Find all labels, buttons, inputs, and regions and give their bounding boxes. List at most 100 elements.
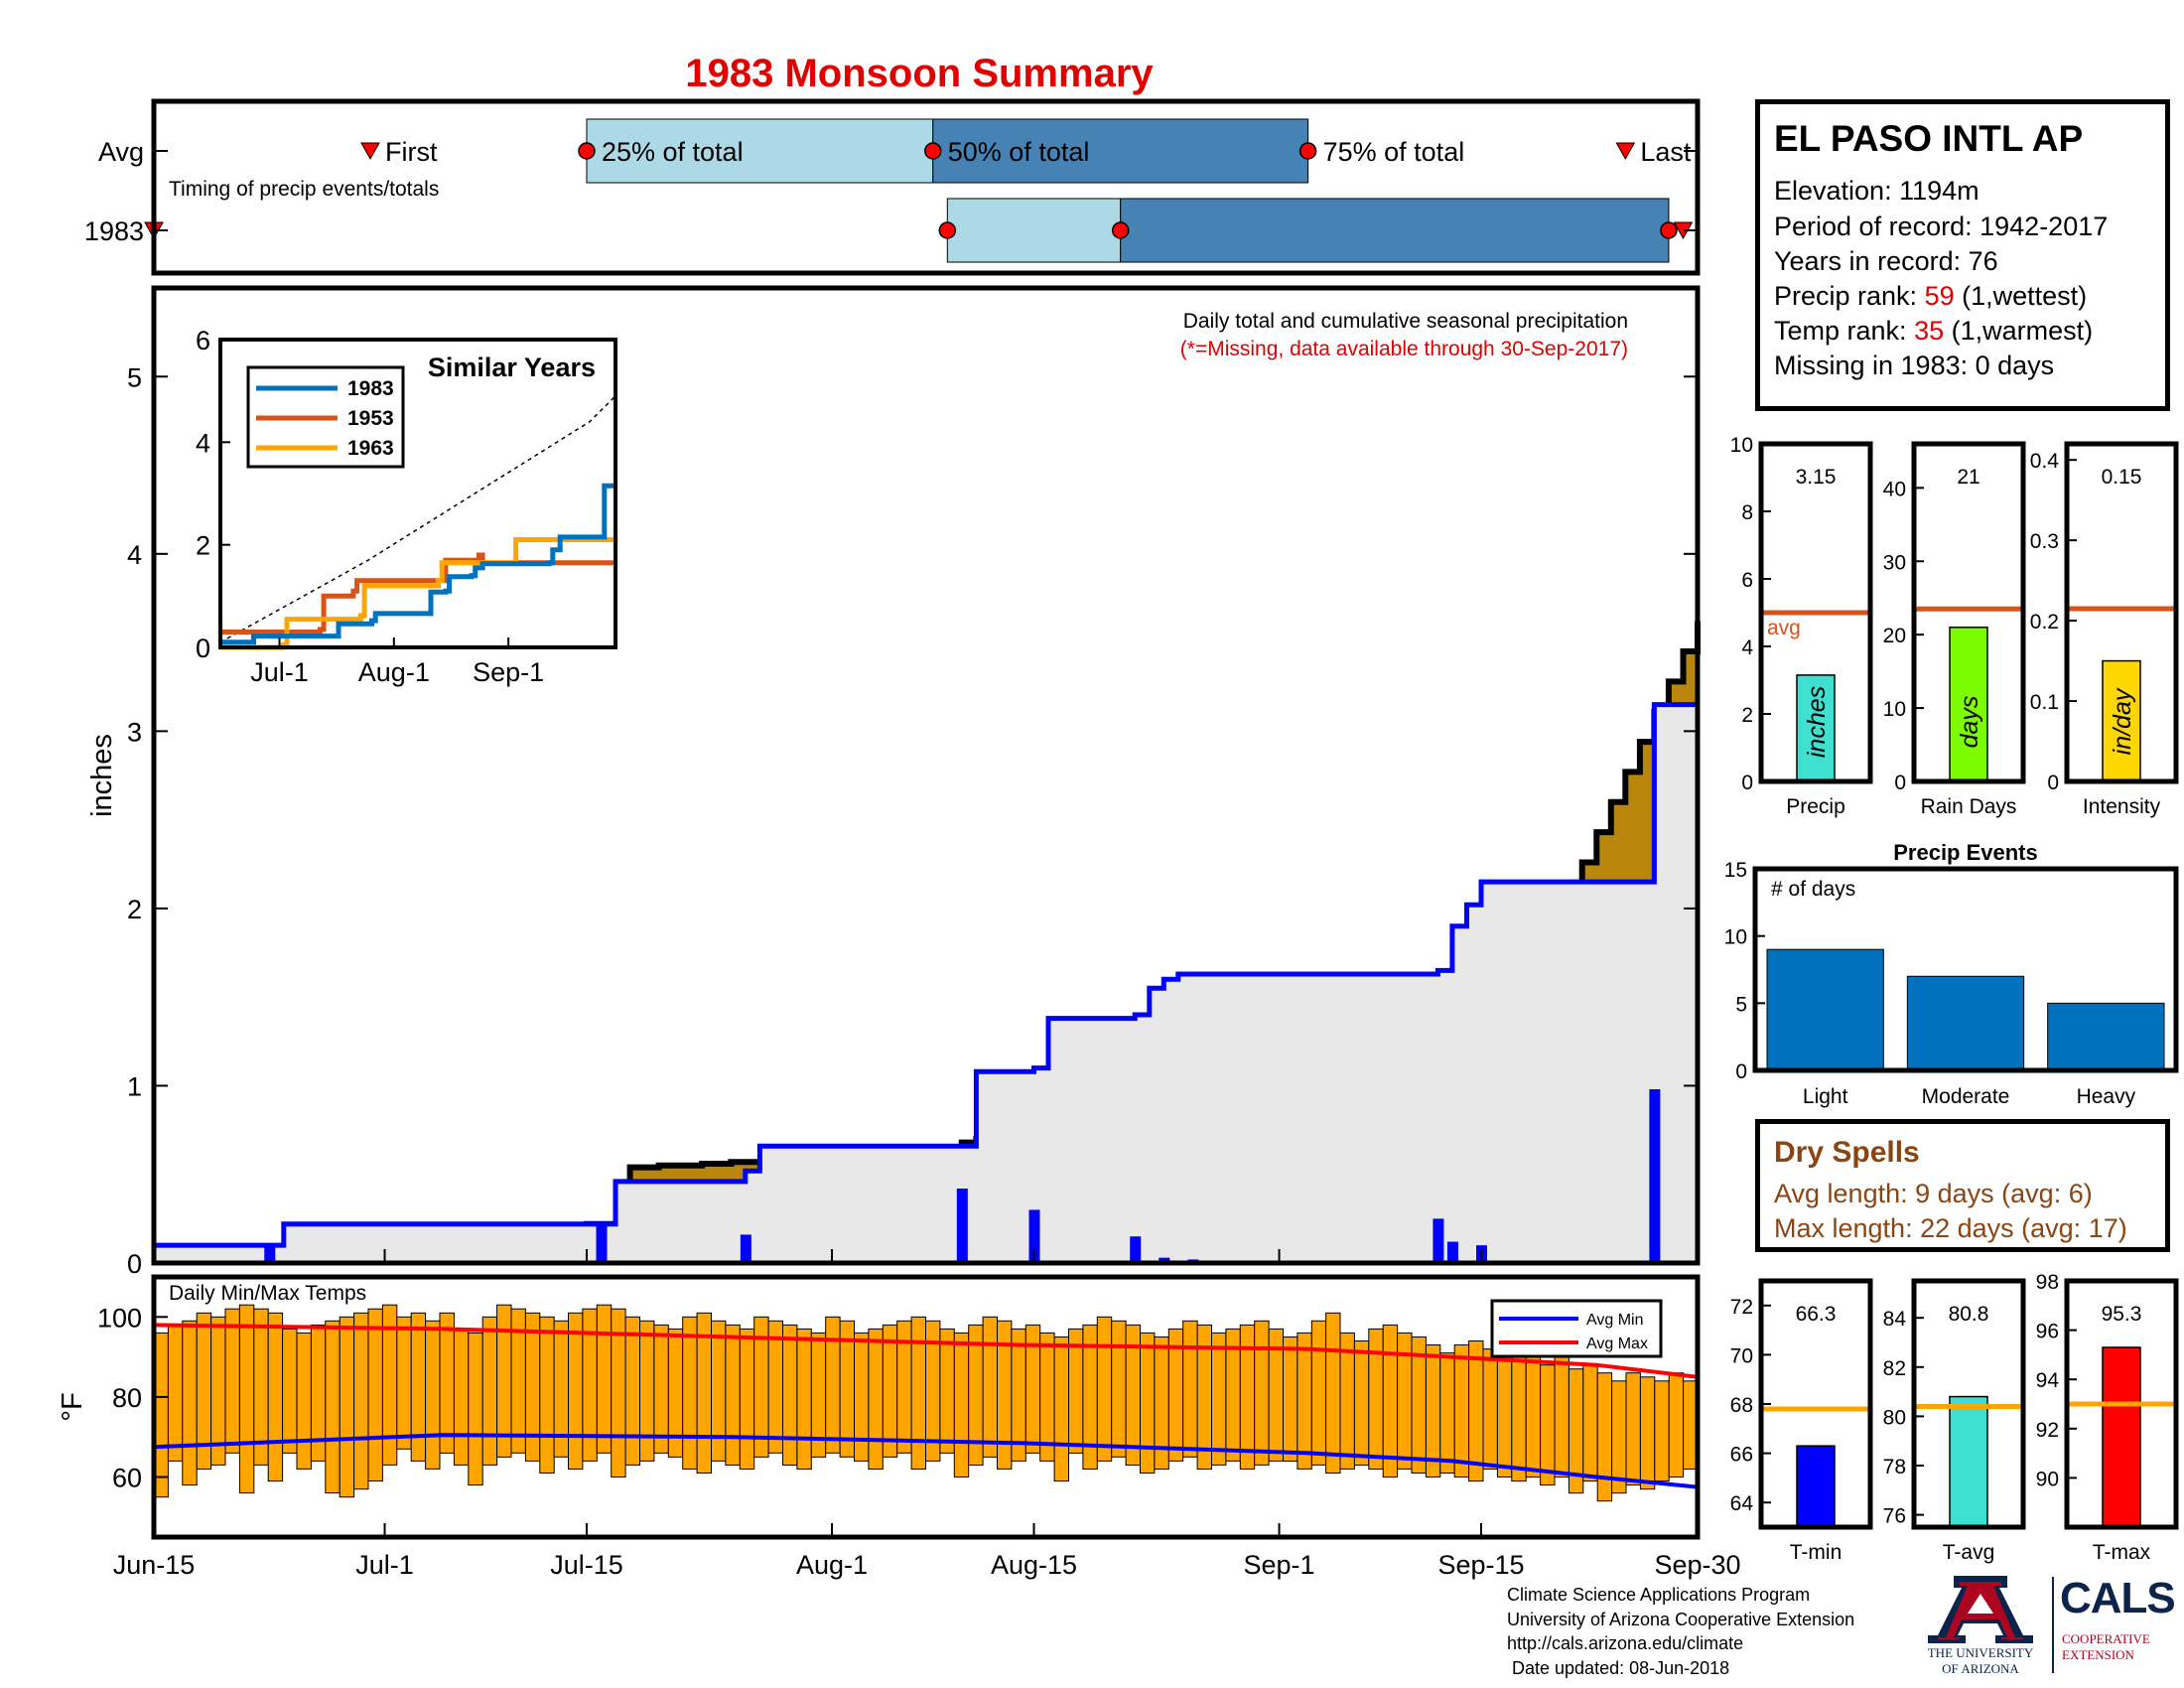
daily-temp-bar: [353, 1312, 369, 1490]
stat-category-label: T-min: [1790, 1541, 1843, 1564]
inset-y-tick-label: 0: [196, 633, 210, 663]
daily-temp-bar: [1425, 1344, 1441, 1477]
daily-precip-bar: [740, 1234, 751, 1263]
stat-avg-label: avg: [1767, 617, 1801, 639]
precip-event-category: Light: [1803, 1085, 1848, 1108]
stat-category-label: T-avg: [1943, 1541, 1995, 1564]
stat-unit-label: in/day: [2109, 687, 2136, 755]
timing-marker-p50: [1111, 221, 1130, 239]
daily-temp-bar: [725, 1324, 741, 1467]
cals-line-2: EXTENSION: [2062, 1647, 2134, 1662]
stat-value-label: 3.15: [1796, 466, 1837, 489]
avg-min-line: [153, 1433, 1699, 1489]
timing-label-first: First: [385, 137, 438, 167]
daily-temp-bar: [1211, 1332, 1227, 1466]
precip-event-bar: [1906, 975, 2025, 1071]
inset-y-tick-label: 6: [196, 326, 210, 355]
footer-line-2: University of Arizona Cooperative Extens…: [1507, 1609, 1855, 1629]
stat-value-label: 0.15: [2102, 466, 2142, 489]
daily-temp-bar: [910, 1316, 926, 1471]
timing-label-50: 50% of total: [948, 137, 1090, 167]
stat-frame: [1911, 441, 2026, 784]
period-row: Period of record: 1942-2017: [1774, 211, 2108, 242]
stat-bar: [1796, 674, 1836, 782]
stat-value-label: 80.8: [1949, 1303, 1989, 1326]
daily-temp-bar: [1468, 1340, 1484, 1482]
timing-label-75: 75% of total: [1323, 137, 1465, 167]
elevation-value: 1194m: [1899, 176, 1979, 206]
daily-temp-bar: [767, 1320, 783, 1454]
daily-temp-bar: [1540, 1364, 1556, 1486]
daily-temp-bar: [396, 1316, 412, 1450]
daily-temp-bar: [1254, 1320, 1270, 1466]
timing-box-25-50: [586, 118, 934, 184]
dry-spells-box: Dry Spells Avg length: 9 days (avg: 6) M…: [1755, 1119, 2170, 1252]
temp-rank-row: Temp rank: 35 (1,warmest): [1774, 316, 2093, 347]
temp-y-tick-label: 100: [97, 1303, 142, 1333]
x-tick-label: Sep-1: [1244, 1550, 1315, 1580]
timing-caption: Timing of precip events/totals: [169, 178, 439, 201]
stat-y-tick-label: 80: [1883, 1406, 1906, 1429]
x-tick-label: Aug-1: [796, 1550, 868, 1580]
inset-legend-label: 1983: [347, 377, 394, 400]
daily-precip-bar: [596, 1221, 608, 1263]
daily-temp-bar: [339, 1316, 355, 1498]
daily-temp-bar: [238, 1304, 255, 1494]
ua-block-a-icon: [1928, 1576, 2033, 1643]
timing-row-label: Avg: [98, 137, 144, 167]
stat-category-label: Intensity: [2083, 795, 2161, 818]
stat-frame: [2064, 441, 2179, 784]
missing-label: Missing in 1983:: [1774, 351, 1969, 380]
stat-y-tick-label: 78: [1883, 1456, 1906, 1478]
stat-y-tick-label: 94: [2036, 1369, 2060, 1392]
precip-event-bar: [1766, 948, 1884, 1071]
daily-temp-bar: [1596, 1372, 1613, 1502]
temp-rank-label: Temp rank:: [1774, 316, 1907, 346]
figure-title: 1983 Monsoon Summary: [685, 52, 1154, 95]
daily-temp-bar: [425, 1320, 441, 1470]
precip-events-y-tick-label: 0: [1735, 1060, 1747, 1083]
x-tick-label: Jul-1: [355, 1550, 414, 1580]
stat-y-tick-label: 6: [1741, 569, 1753, 592]
stat-y-tick-label: 64: [1730, 1492, 1754, 1515]
inset-x-tick-label: Aug-1: [358, 657, 430, 687]
daily-temp-bar: [1053, 1336, 1069, 1482]
stat-y-tick-label: 76: [1883, 1505, 1906, 1528]
timing-label-last: Last: [1640, 137, 1692, 167]
daily-temp-bar: [639, 1320, 655, 1462]
year-cumulative-fill: [154, 704, 1698, 1263]
university-of-arizona-logo: THE UNIVERSITY OF ARIZONA: [1916, 1574, 2045, 1678]
daily-temp-bar: [282, 1328, 298, 1454]
dry-avg-label: Avg length:: [1774, 1179, 1908, 1208]
timing-box-25-50: [946, 198, 1122, 263]
daily-temp-bar: [882, 1324, 898, 1458]
main-caption-2: (*=Missing, data available through 30-Se…: [1180, 338, 1628, 360]
daily-temp-bar: [1453, 1344, 1470, 1477]
daily-precip-bar: [264, 1245, 276, 1263]
inset-frame: [218, 338, 617, 649]
x-tick-label: Aug-15: [991, 1550, 1077, 1580]
stat-category-label: Precip: [1786, 795, 1845, 818]
stat-y-tick-label: 30: [1883, 551, 1906, 574]
precip-events-caption: # of days: [1771, 878, 1855, 901]
stat-y-tick-label: 82: [1883, 1357, 1906, 1380]
daily-temp-bar: [1511, 1352, 1527, 1482]
x-tick-label: Jul-15: [550, 1550, 623, 1580]
timing-triangle-first: [360, 142, 380, 161]
stat-y-tick-label: 90: [2036, 1468, 2059, 1490]
stat-y-tick-label: 0.4: [2030, 450, 2060, 473]
dry-max-label: Max length:: [1774, 1213, 1913, 1243]
stat-value-label: 95.3: [2102, 1303, 2142, 1326]
stat-y-tick-label: 68: [1730, 1394, 1753, 1417]
temp-legend-box: [1490, 1299, 1663, 1358]
stat-y-tick-label: 0.3: [2030, 530, 2059, 553]
years-value: 76: [1968, 246, 1998, 276]
logo-divider: [2052, 1577, 2054, 1673]
inset-y-tick-label: 4: [196, 428, 210, 458]
temp-y-tick-label: 80: [112, 1383, 142, 1413]
temp-y-axis-label: °F: [57, 1392, 88, 1421]
timing-frame: [151, 98, 1701, 276]
daily-temp-bar: [782, 1324, 798, 1467]
daily-temp-bar: [596, 1304, 613, 1454]
daily-temp-bar: [868, 1328, 884, 1471]
